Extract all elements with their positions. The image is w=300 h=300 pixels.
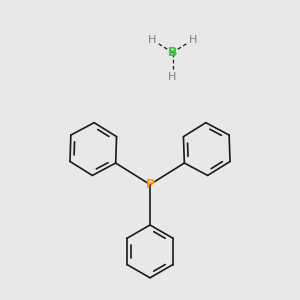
Text: H: H — [189, 35, 197, 45]
Text: H: H — [148, 35, 156, 45]
Text: H: H — [168, 71, 177, 82]
Text: P: P — [146, 178, 154, 191]
Text: B: B — [168, 46, 177, 59]
